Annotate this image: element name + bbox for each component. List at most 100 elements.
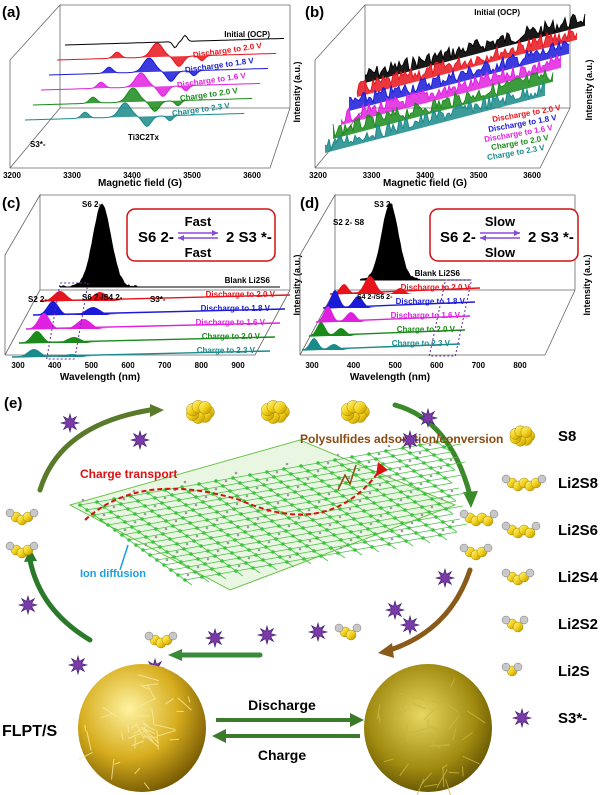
- li2s6-molecule-right: [459, 543, 493, 561]
- d-blank-label: Blank Li2S6: [415, 269, 461, 278]
- panel-d-box-left: S6 2-: [440, 229, 476, 246]
- c-blank-peak: [60, 203, 140, 287]
- panel-b-trace-4: [332, 68, 554, 138]
- panel-a-trace-1: [57, 42, 277, 67]
- mxene-lattice-illustration: [68, 435, 468, 591]
- panel-d-tick-800: 800: [513, 361, 527, 370]
- panel-c-tick-900: 900: [231, 361, 245, 370]
- panel-d-tick-400: 400: [347, 361, 361, 370]
- panel-c-tick-800: 800: [195, 361, 209, 370]
- panel-b-series-label-0: Initial (OCP): [474, 8, 520, 17]
- panel-c-tick-400: 400: [48, 361, 62, 370]
- c-baseline-1: [32, 308, 286, 316]
- panel-a-tick-3600: 3600: [243, 171, 261, 180]
- panel-b-letter: (b): [305, 4, 324, 21]
- d-baseline-1: [322, 301, 476, 309]
- legend-label-6: S3*-: [558, 710, 587, 727]
- panel-b-tick-3300: 3300: [363, 171, 381, 180]
- panel-c-peak-s6s4: S6 2-/S4 2-: [82, 293, 123, 302]
- panel-b-fill-1: [357, 29, 577, 97]
- li2s8-molecule-right: [459, 509, 499, 527]
- ion-diffusion-group: Ion diffusion: [80, 544, 146, 580]
- s3-radical-10: [307, 621, 329, 643]
- charge-transport-arrow: Charge transport: [80, 462, 388, 521]
- panel-a-fill-5: [25, 103, 245, 127]
- polysulfides-label: Polysulfides adsorption/conversion: [300, 432, 503, 446]
- panel-d-xticks: 300 400 500 600 700 800: [305, 361, 527, 370]
- panel-d-mechanism-box: S6 2- Slow Slow 2 S3 *-: [429, 208, 579, 262]
- legend-li2s-icon: [501, 662, 523, 677]
- li2s6-molecule-left: [5, 508, 39, 526]
- s3-radical-7: [67, 654, 89, 676]
- panel-b-fill-4: [333, 70, 553, 139]
- d-series-label-3: Charge to 2.0 V: [397, 325, 456, 334]
- panel-d-tick-300: 300: [305, 361, 319, 370]
- legend-s8-icon: [509, 425, 536, 447]
- panel-d-s3-region: [428, 279, 473, 357]
- charge-transport-label: Charge transport: [80, 467, 177, 481]
- panel-c-tick-300: 300: [11, 361, 25, 370]
- panel-a-tick-3200: 3200: [3, 171, 21, 180]
- c-series-label-4: Charge to 2.3 V: [197, 346, 256, 355]
- legend-li2s6-icon: [501, 521, 541, 539]
- legend-item-4: Li2S2: [501, 615, 598, 633]
- panel-d-tick-700: 700: [472, 361, 486, 370]
- legend-li2s2-icon: [501, 615, 529, 633]
- panel-e-letter: (e): [4, 395, 22, 412]
- d-area-4: [302, 338, 442, 350]
- panel-d-box-top: Slow: [485, 214, 516, 229]
- panel-b: (b) 3200 3300 3400 3500 3600 Magnetic field …: [305, 3, 594, 189]
- panel-a-annot-mxene: Ti3C2Tx: [128, 133, 160, 142]
- c-area-2: [26, 313, 166, 329]
- polysulfides-label-group: Polysulfides adsorption/conversion: [300, 432, 503, 491]
- panel-c: (c) 300 400 500 600 700 800 900 Wavelength (nm…: [2, 193, 302, 383]
- panel-d-traces: Blank Li2S6 Discharge to 2.0 V Discharge t…: [301, 203, 481, 351]
- c-baseline-0: [39, 294, 291, 302]
- discharge-label: Discharge: [248, 697, 316, 713]
- legend-item-6: S3*-: [511, 707, 587, 729]
- c-area-3: [19, 331, 159, 343]
- panel-b-trace-3: [340, 53, 562, 124]
- panel-d-peak-s2s8: S2 2- S8: [333, 218, 365, 227]
- d-area-0: [330, 276, 470, 294]
- s8-molecule-1: [186, 400, 215, 424]
- c-series-label-3: Charge to 2.0 V: [202, 332, 261, 341]
- panel-c-tick-500: 500: [85, 361, 99, 370]
- legend-label-3: Li2S4: [558, 569, 599, 586]
- legend-label-1: Li2S8: [558, 475, 598, 492]
- flpt-s-label: FLPT/S: [2, 723, 57, 740]
- panel-a-tick-3300: 3300: [63, 171, 81, 180]
- panel-a-trace-0: [65, 34, 285, 49]
- panel-c-box-right: 2 S3 *-: [226, 229, 272, 246]
- panel-b-xticks: 3200 3300 3400 3500 3600: [309, 171, 541, 180]
- panel-e-cycle-arrows: [24, 402, 478, 661]
- panel-b-trace-1: [356, 28, 578, 94]
- discharged-sphere: [364, 664, 492, 795]
- charge-arrow: Charge: [212, 729, 360, 763]
- panel-b-tick-3500: 3500: [470, 171, 488, 180]
- panel-a-trace-2: [49, 57, 269, 82]
- panel-a-axes-box: [9, 3, 291, 169]
- d-baseline-4: [301, 343, 461, 351]
- panel-b-tick-3200: 3200: [309, 171, 327, 180]
- c-blank-label: Blank Li2S6: [225, 276, 271, 285]
- d-series-label-1: Discharge to 1.8 V: [396, 297, 466, 306]
- legend-li2s8-icon: [501, 474, 547, 492]
- legend-item-5: Li2S: [501, 662, 590, 680]
- d-series-label-2: Discharge to 1.6 V: [391, 311, 461, 320]
- panel-a-trace-4: [33, 87, 253, 112]
- legend-label-5: Li2S: [558, 663, 590, 680]
- panel-c-letter: (c): [2, 195, 20, 212]
- panel-d-tick-600: 600: [430, 361, 444, 370]
- panel-a-traces: Initial (OCP)Discharge to 2.0 VDischarge…: [25, 30, 285, 127]
- c-area-1: [33, 301, 173, 315]
- panel-a-trace-5: [25, 102, 245, 127]
- cycle-molecules: [5, 400, 499, 679]
- s3-radical-11: [384, 599, 406, 621]
- panel-c-s3-region: [46, 282, 89, 360]
- d-area-2: [316, 306, 456, 322]
- s3-radical-12: [399, 614, 421, 636]
- panel-c-traces: Blank Li2S6 Discharge to 2.0 V Discharge t…: [11, 203, 291, 358]
- s3-radical-1: [59, 412, 81, 434]
